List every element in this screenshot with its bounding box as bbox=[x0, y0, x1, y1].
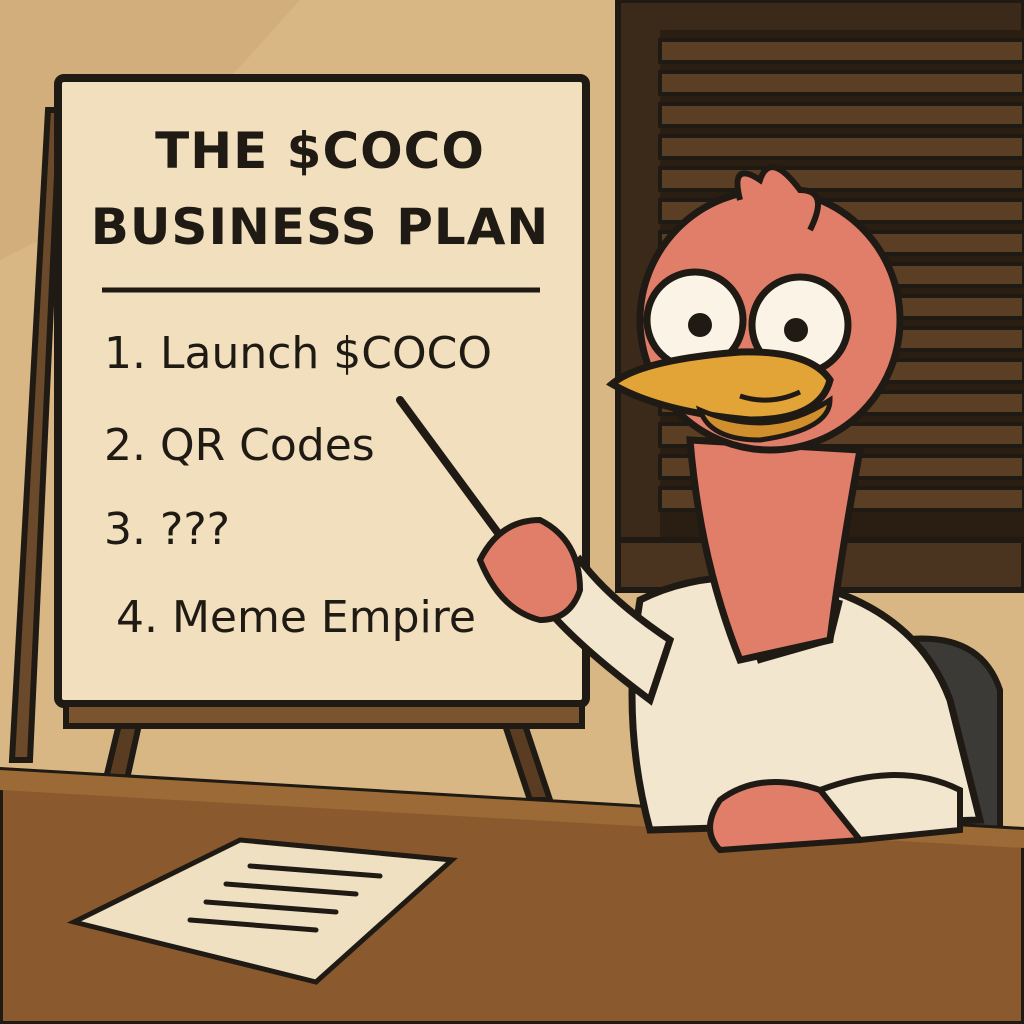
plan-item-3: 3. ??? bbox=[104, 504, 231, 555]
character-head bbox=[605, 164, 904, 665]
plan-item-2: 2. QR Codes bbox=[104, 420, 375, 471]
presentation-board bbox=[54, 74, 590, 729]
beak bbox=[605, 348, 834, 424]
plan-item-1: 1. Launch $COCO bbox=[104, 328, 492, 379]
pointing-hand bbox=[476, 516, 584, 624]
paper-sheet bbox=[66, 837, 458, 985]
board-title-line-2: BUSINESS PLAN bbox=[90, 198, 550, 256]
character-body bbox=[535, 554, 985, 854]
board-title-line-1: THE $COCO bbox=[155, 122, 485, 180]
plan-item-4: 4. Meme Empire bbox=[116, 592, 476, 643]
